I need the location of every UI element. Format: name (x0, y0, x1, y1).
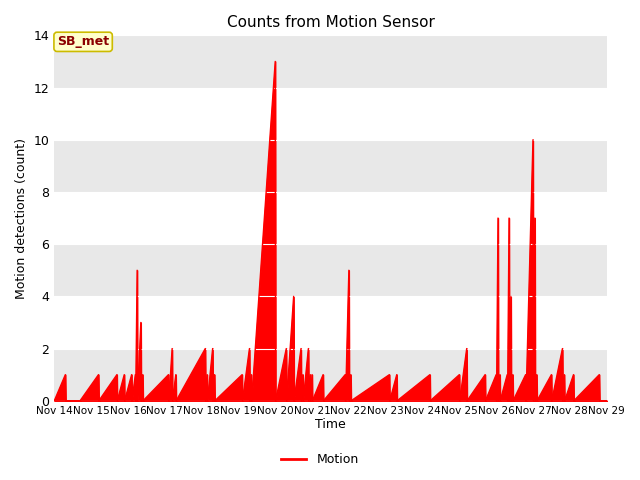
Bar (54, 36, 607, 87)
Title: Counts from Motion Sensor: Counts from Motion Sensor (227, 15, 435, 30)
X-axis label: Time: Time (315, 419, 346, 432)
Legend: Motion: Motion (276, 448, 364, 471)
Text: SB_met: SB_met (57, 36, 109, 48)
Bar (54, 244, 607, 296)
Bar (54, 348, 607, 401)
Bar (54, 140, 607, 192)
Y-axis label: Motion detections (count): Motion detections (count) (15, 138, 28, 299)
